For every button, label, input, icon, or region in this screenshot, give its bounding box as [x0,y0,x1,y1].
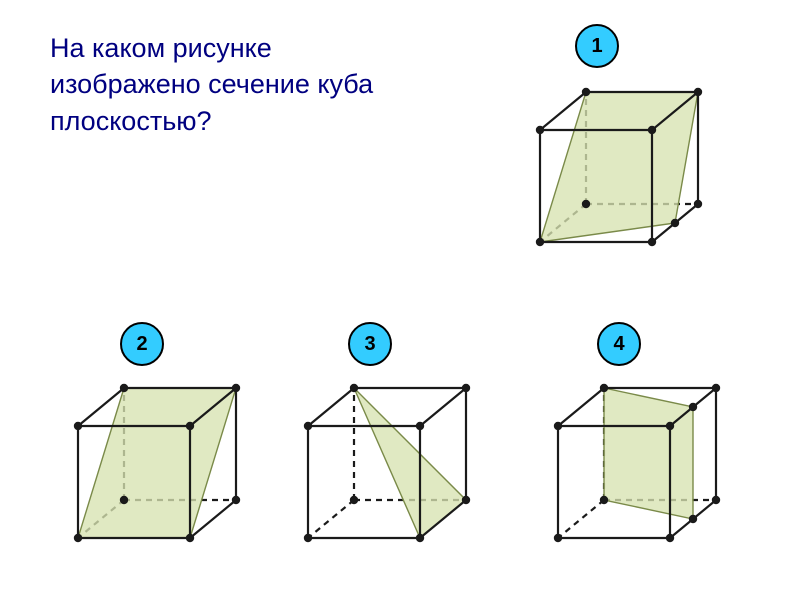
cube-4 [528,358,748,573]
question-text: На каком рисунке изображено сечение куба… [50,30,380,139]
cube-3 [278,358,498,573]
cube-2 [48,358,268,573]
cube-1 [510,62,730,277]
